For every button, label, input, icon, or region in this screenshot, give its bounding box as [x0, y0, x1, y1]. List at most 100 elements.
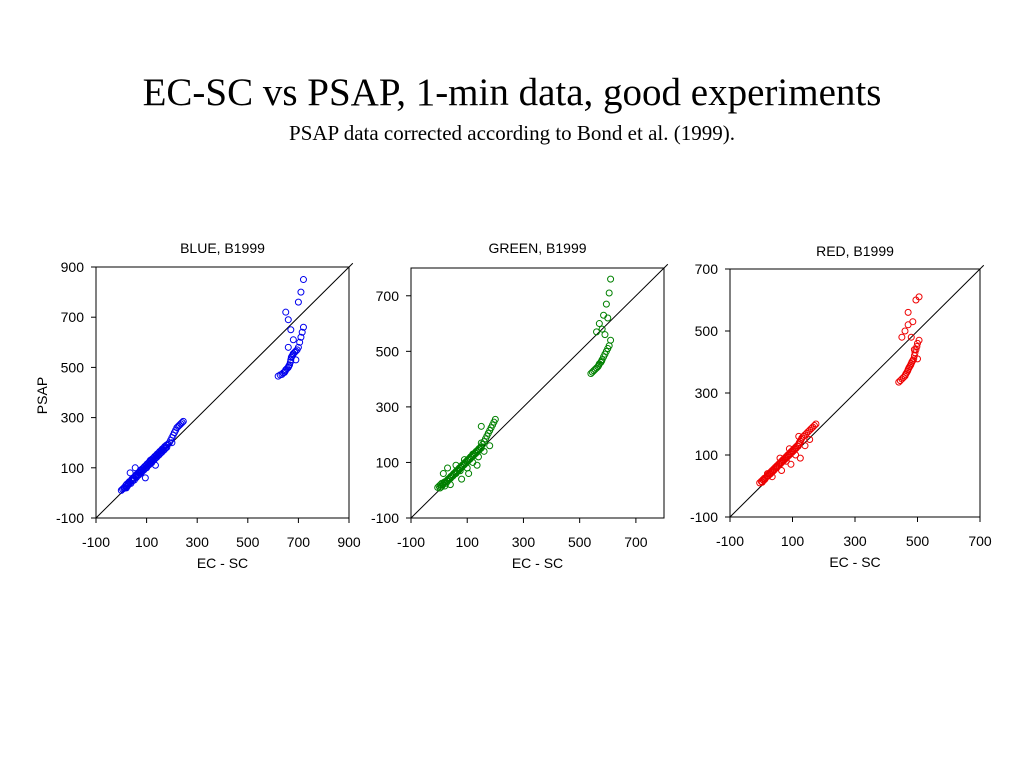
- blue-y-tick-label: 300: [61, 410, 85, 426]
- blue-data-point: [141, 474, 149, 482]
- red-data-point: [910, 346, 918, 354]
- blue-data-point: [127, 476, 135, 484]
- blue-data-point: [122, 484, 130, 492]
- red-y-tick-label: 500: [695, 323, 719, 339]
- red-data-point: [778, 467, 786, 474]
- blue-data-point: [138, 468, 146, 476]
- red-data-point: [806, 436, 814, 443]
- green-data-point: [446, 481, 454, 489]
- green-data-point: [595, 320, 603, 328]
- green-y-tick-label: 500: [376, 343, 400, 359]
- red-data-point: [898, 333, 906, 341]
- blue-data-point: [153, 451, 161, 459]
- red-data-point: [907, 333, 915, 341]
- blue-y-tick-label: 500: [61, 359, 85, 375]
- red-data-point: [812, 420, 820, 428]
- red-x-axis-label: EC - SC: [829, 554, 880, 570]
- green-y-tick-label: 300: [376, 399, 400, 415]
- green-data-point: [452, 470, 460, 478]
- blue-plot-frame: [95, 266, 350, 519]
- green-x-tick-label: 300: [512, 534, 536, 550]
- red-data-point: [904, 308, 912, 316]
- red-data-point: [776, 454, 784, 462]
- blue-x-axis-label: EC - SC: [197, 555, 248, 571]
- red-x-tick-label: -100: [716, 533, 744, 549]
- green-data-point: [602, 300, 610, 308]
- green-x-tick-label: 100: [456, 534, 480, 550]
- green-data-point: [607, 275, 615, 283]
- green-data-point: [477, 422, 485, 430]
- blue-data-point: [132, 471, 140, 479]
- blue-chart-title: BLUE, B1999: [180, 240, 265, 256]
- red-data-point: [764, 470, 771, 478]
- blue-x-tick-label: -100: [82, 534, 110, 550]
- green-data-point: [463, 464, 471, 472]
- blue-chart: -100 100 300 500 700 900 -100 100 300 500 700 900 BL…: [34, 240, 361, 571]
- green-data-point: [601, 331, 609, 339]
- green-data-point: [452, 461, 460, 469]
- red-data-point: [787, 460, 795, 468]
- green-x-axis-label: EC - SC: [512, 555, 563, 571]
- red-points: [756, 293, 923, 487]
- green-chart: -100 100 300 500 700 -100 100 300 500 700 GREEN, B…: [371, 240, 669, 571]
- blue-data-point: [286, 358, 294, 366]
- red-y-tick-label: 100: [695, 447, 719, 463]
- red-data-point: [904, 321, 912, 329]
- red-data-point: [792, 451, 800, 459]
- red-data-point: [785, 445, 793, 453]
- red-y-tick-label: 300: [695, 385, 719, 401]
- red-data-point: [901, 327, 909, 335]
- red-data-point: [915, 336, 923, 344]
- red-chart: -100 100 300 500 700 -100 100 300 500 700 RED, B19…: [690, 243, 992, 570]
- green-data-point: [604, 314, 612, 322]
- blue-data-point: [178, 419, 186, 427]
- red-data-point: [915, 293, 923, 301]
- blue-x-tick-label: 900: [337, 534, 361, 550]
- blue-data-point: [126, 469, 134, 477]
- green-data-point: [460, 456, 468, 464]
- green-data-point: [458, 475, 466, 483]
- red-y-tick-label: 700: [695, 261, 719, 277]
- blue-data-point: [285, 362, 293, 370]
- red-data-point: [795, 432, 803, 440]
- blue-y-axis-label: PSAP: [34, 377, 50, 414]
- blue-data-point: [298, 328, 306, 336]
- green-data-point: [605, 289, 613, 297]
- green-x-tick-label: 500: [568, 534, 592, 550]
- red-data-point: [801, 442, 809, 450]
- blue-data-point: [294, 343, 302, 351]
- blue-points: [117, 276, 307, 494]
- red-data-point: [796, 454, 804, 462]
- blue-data-point: [158, 446, 166, 454]
- blue-data-point: [284, 343, 292, 351]
- red-x-tick-label: 300: [843, 533, 867, 549]
- green-points: [434, 275, 615, 492]
- blue-data-point: [179, 417, 187, 425]
- green-data-point: [474, 453, 482, 461]
- blue-data-point: [297, 333, 305, 341]
- blue-y-tick-label: 100: [61, 460, 85, 476]
- blue-x-tick-label: 100: [135, 534, 159, 550]
- green-data-point: [477, 439, 485, 447]
- green-data-point: [486, 442, 494, 450]
- green-y-tick-label: -100: [371, 510, 399, 526]
- blue-y-tick-label: 700: [61, 309, 85, 325]
- blue-data-point: [289, 336, 297, 344]
- green-plot-frame: [410, 267, 665, 519]
- green-chart-title: GREEN, B1999: [488, 240, 586, 256]
- blue-data-point: [299, 276, 307, 284]
- green-y-tick-label: 100: [376, 454, 400, 470]
- blue-data-point: [284, 316, 292, 324]
- blue-data-point: [287, 326, 295, 334]
- blue-data-point: [168, 439, 176, 447]
- green-x-tick-label: 700: [624, 534, 648, 550]
- blue-data-point: [143, 464, 151, 472]
- blue-x-tick-label: 300: [186, 534, 210, 550]
- red-y-tick-label: -100: [690, 509, 718, 525]
- green-data-point: [480, 447, 488, 455]
- blue-data-point: [282, 308, 290, 316]
- red-data-point: [909, 318, 917, 326]
- blue-data-point: [294, 298, 302, 306]
- green-y-tick-label: 700: [376, 288, 400, 304]
